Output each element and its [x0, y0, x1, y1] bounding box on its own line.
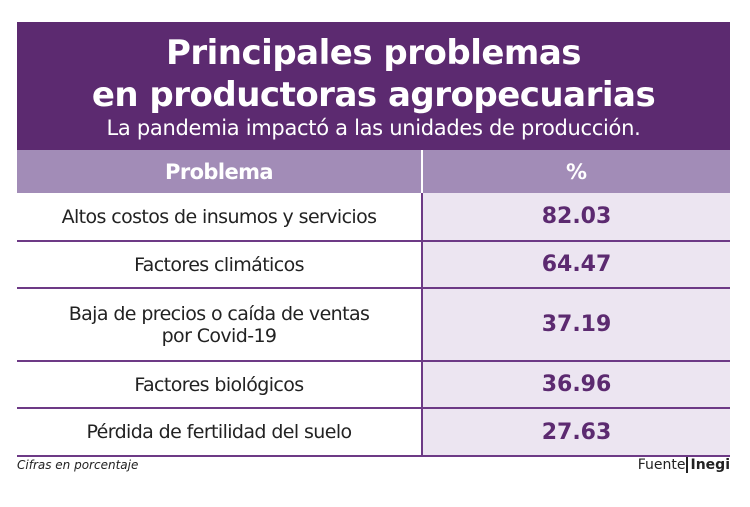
column-header: Problema: [17, 150, 421, 193]
percent-cell: 36.96: [421, 362, 730, 407]
source: Fuente Inegi: [638, 457, 730, 473]
source-name: Inegi: [685, 457, 730, 473]
table-row: Pérdida de fertilidad del suelo 27.63: [17, 409, 730, 457]
table-row: Factores climáticos 64.47: [17, 242, 730, 289]
table: Problema % Altos costos de insumos y ser…: [17, 150, 730, 457]
source-label: Fuente: [637, 457, 686, 473]
percent-cell: 37.19: [421, 289, 730, 360]
problem-cell: Factores biológicos: [17, 362, 421, 407]
problem-cell: Factores climáticos: [17, 242, 421, 287]
note: Cifras en porcentaje: [17, 458, 139, 472]
problem-cell: Altos costos de insumos y servicios: [17, 193, 421, 240]
problem-cell: Pérdida de fertilidad del suelo: [17, 409, 421, 455]
table-row: Baja de precios o caída de ventas por Co…: [17, 289, 730, 362]
column-header: %: [421, 150, 730, 193]
title-line: Principales problemas: [165, 33, 582, 73]
problem-cell: Baja de precios o caída de ventas por Co…: [17, 289, 421, 360]
title-line: en productoras agropecuarias: [91, 75, 656, 115]
header: Principales problemas en productoras agr…: [17, 22, 730, 150]
subtitle: La pandemia impactó a las unidades de pr…: [106, 116, 641, 140]
table-row: Factores biológicos 36.96: [17, 362, 730, 409]
percent-cell: 64.47: [421, 242, 730, 287]
percent-cell: 82.03: [421, 193, 730, 240]
percent-cell: 27.63: [421, 409, 730, 455]
table-row: Altos costos de insumos y servicios 82.03: [17, 193, 730, 242]
header-row: Problema %: [17, 150, 730, 193]
